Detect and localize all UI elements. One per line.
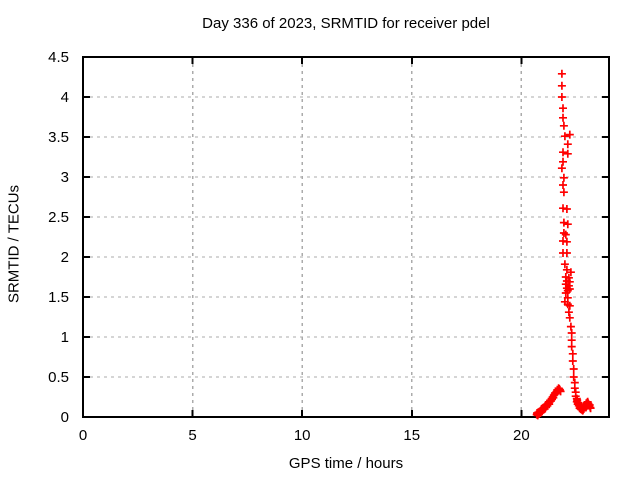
y-tick-label: 3.5 bbox=[48, 129, 69, 146]
chart-title: Day 336 of 2023, SRMTID for receiver pde… bbox=[202, 15, 490, 32]
y-tick-label: 4 bbox=[61, 89, 69, 106]
data-point-markers bbox=[532, 69, 595, 420]
y-tick-label: 2 bbox=[61, 249, 69, 266]
x-tick-label: 0 bbox=[79, 427, 87, 444]
x-axis-label: GPS time / hours bbox=[288, 455, 404, 472]
x-tick-label: 20 bbox=[513, 427, 530, 444]
plot-border bbox=[82, 56, 610, 418]
y-tick-label: 0 bbox=[61, 409, 69, 426]
x-tick-label: 15 bbox=[403, 427, 420, 444]
y-tick-label: 3 bbox=[61, 169, 69, 186]
y-tick-label: 4.5 bbox=[48, 49, 69, 66]
x-tick-label: 5 bbox=[188, 427, 196, 444]
x-tick-label: 10 bbox=[294, 427, 311, 444]
y-tick-label: 1 bbox=[61, 329, 69, 346]
y-tick-label: 0.5 bbox=[48, 369, 69, 386]
y-tick-label: 1.5 bbox=[48, 289, 69, 306]
y-tick-label: 2.5 bbox=[48, 209, 69, 226]
